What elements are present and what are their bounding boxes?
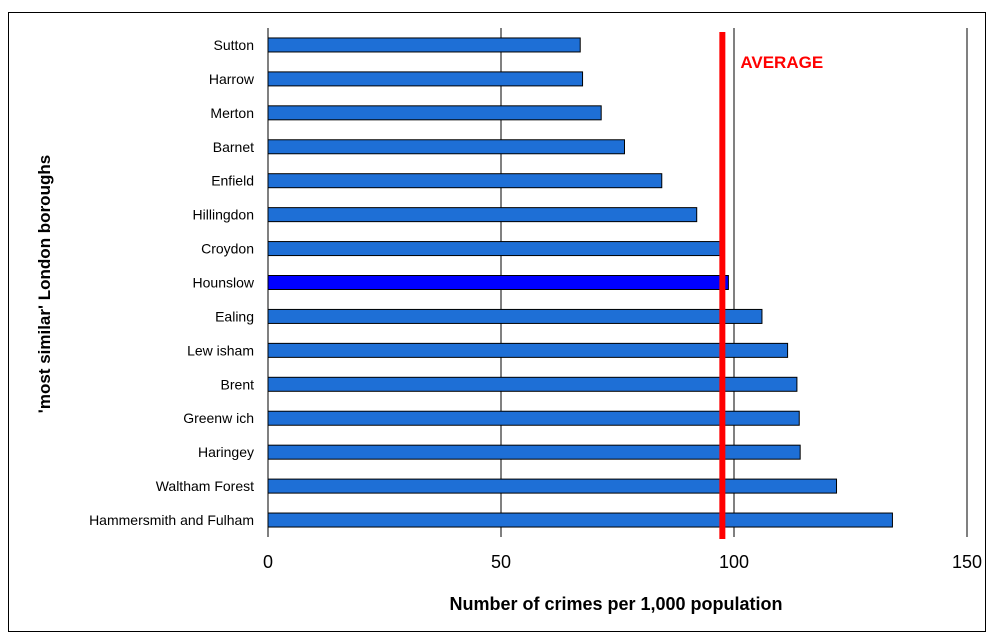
x-axis-title: Number of crimes per 1,000 population (449, 594, 782, 614)
bar-brent (267, 376, 798, 392)
category-labels: Sutton Harrow Merton Barnet Enfield Hillingdo… (89, 37, 255, 528)
category-label: Haringey (198, 444, 254, 460)
bar-hammersmith-and-fulham (267, 512, 893, 528)
category-label: Lew isham (187, 342, 254, 358)
x-tick-label: 50 (491, 552, 511, 572)
category-label: Ealing (215, 308, 254, 324)
category-label: Waltham Forest (156, 478, 254, 494)
bar-enfield (267, 173, 663, 189)
category-label: Greenw ich (183, 410, 254, 426)
category-label: Harrow (209, 71, 255, 87)
category-label: Hammersmith and Fulham (89, 512, 254, 528)
category-label: Hillingdon (193, 207, 254, 223)
category-label: Brent (221, 376, 255, 392)
category-label: Merton (210, 105, 254, 121)
bar-hillingdon (267, 207, 698, 223)
x-tick-label: 0 (263, 552, 273, 572)
bar-sutton (267, 37, 581, 53)
bar-hounslow (267, 275, 729, 290)
x-tick-label: 150 (952, 552, 982, 572)
category-label: Barnet (213, 139, 254, 155)
bars (267, 37, 893, 528)
bar-harrow (267, 71, 584, 87)
category-label: Sutton (214, 37, 254, 53)
bar-waltham-forest (267, 478, 838, 494)
bar-lew-isham (267, 342, 789, 358)
y-axis-title: 'most similar' London boroughs (35, 155, 54, 413)
bar-ealing (267, 308, 763, 324)
category-label: Hounslow (193, 275, 255, 291)
x-tick-labels: 0 50 100 150 (263, 552, 982, 572)
category-label: Croydon (201, 241, 254, 257)
bar-merton (267, 105, 602, 121)
x-tick-label: 100 (719, 552, 749, 572)
bar-barnet (267, 139, 625, 155)
bar-croydon (267, 241, 721, 257)
category-label: Enfield (211, 173, 254, 189)
average-label: AVERAGE (740, 53, 823, 72)
